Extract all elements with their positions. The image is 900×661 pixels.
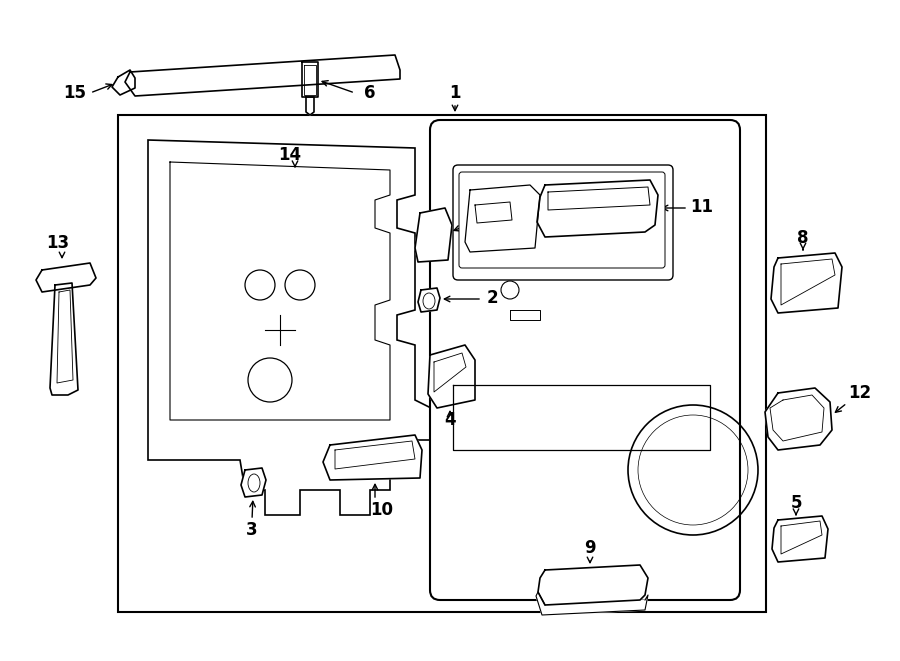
Text: 2: 2: [486, 289, 498, 307]
Polygon shape: [765, 388, 832, 450]
Polygon shape: [125, 55, 400, 96]
Polygon shape: [112, 70, 135, 95]
Bar: [118, 115, 766, 612]
Polygon shape: [415, 208, 452, 262]
FancyBboxPatch shape: [459, 172, 665, 268]
Polygon shape: [50, 283, 78, 395]
Polygon shape: [302, 62, 318, 97]
Polygon shape: [148, 140, 440, 515]
Polygon shape: [772, 516, 828, 562]
Polygon shape: [428, 345, 475, 408]
Text: 7: 7: [479, 209, 490, 227]
Polygon shape: [323, 435, 422, 480]
Text: 6: 6: [364, 84, 376, 102]
FancyBboxPatch shape: [453, 165, 673, 280]
Text: 9: 9: [584, 539, 596, 557]
Text: 14: 14: [278, 146, 302, 164]
Polygon shape: [306, 97, 314, 115]
Text: 3: 3: [247, 521, 257, 539]
Text: 13: 13: [47, 234, 69, 252]
Text: 1: 1: [449, 84, 461, 102]
Polygon shape: [771, 253, 842, 313]
Polygon shape: [418, 288, 440, 312]
Text: 12: 12: [848, 384, 871, 402]
FancyBboxPatch shape: [430, 120, 740, 600]
Text: 5: 5: [790, 494, 802, 512]
Polygon shape: [537, 180, 658, 237]
Polygon shape: [465, 185, 540, 252]
Text: 8: 8: [797, 229, 809, 247]
Polygon shape: [241, 468, 266, 497]
Polygon shape: [36, 263, 96, 292]
Polygon shape: [538, 565, 648, 605]
Text: 15: 15: [64, 84, 86, 102]
Polygon shape: [536, 592, 648, 615]
Text: 11: 11: [690, 198, 713, 216]
Text: 4: 4: [445, 411, 455, 429]
Text: 10: 10: [371, 501, 393, 519]
